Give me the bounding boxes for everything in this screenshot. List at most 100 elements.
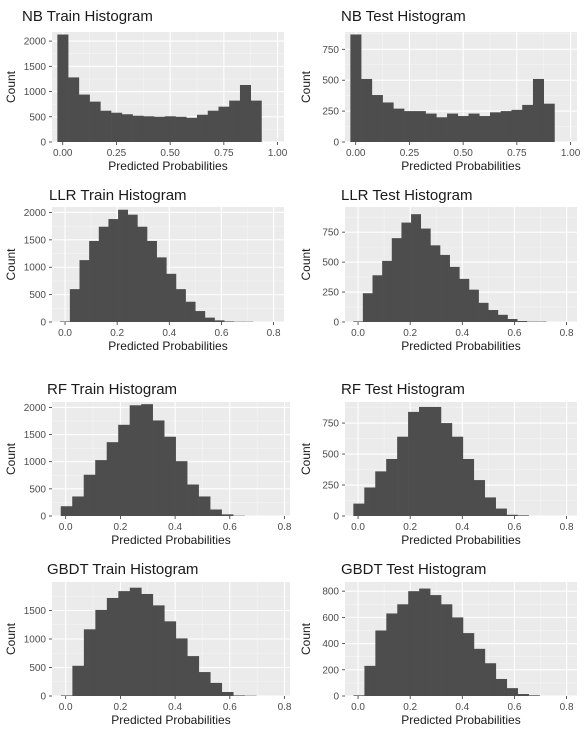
histogram-bar — [132, 115, 144, 142]
histogram-bar — [429, 406, 442, 516]
histogram-bar — [233, 695, 246, 696]
histogram-bar — [147, 240, 157, 322]
x-axis-label: Predicted Probabilities — [111, 533, 230, 547]
y-tick-label: 400 — [322, 639, 339, 650]
y-axis-label: Count — [4, 442, 18, 475]
histogram-bar — [72, 665, 85, 696]
histogram-bar — [430, 245, 441, 322]
x-tick-label: 0.2 — [113, 522, 127, 533]
histogram-bar — [447, 113, 459, 142]
histogram-bar — [414, 111, 426, 142]
x-tick-label: 0.0 — [58, 328, 72, 339]
histogram-bar — [397, 436, 409, 516]
y-tick-label: 200 — [322, 665, 339, 676]
x-tick-label: 0.8 — [560, 522, 574, 533]
histogram-bar — [195, 311, 206, 322]
y-tick-label: 0 — [40, 512, 46, 523]
x-tick-label: 0.8 — [560, 328, 574, 339]
histogram-bar — [72, 496, 85, 516]
x-tick-label: 0.50 — [160, 148, 180, 159]
histogram-bar — [419, 406, 431, 516]
histogram-panel: NB Test Histogram 0.00 0.25 0.50 0.75 1.00 0 25… — [299, 8, 581, 173]
histogram-bar — [229, 100, 241, 142]
x-tick-label: 0.4 — [168, 702, 182, 713]
histogram-bar — [449, 266, 460, 322]
y-tick-label: 0 — [40, 318, 46, 329]
y-tick-label: 500 — [29, 290, 46, 301]
x-tick-label: 0.6 — [223, 522, 237, 533]
x-tick-label: 0.6 — [214, 328, 228, 339]
histogram-bar — [350, 34, 362, 142]
histogram-bar — [68, 77, 80, 142]
histogram-bar — [404, 111, 416, 142]
x-tick-label: 0.8 — [267, 328, 281, 339]
x-tick-label: 0.25 — [107, 148, 127, 159]
x-tick-label: 0.6 — [507, 522, 521, 533]
histogram-bar — [207, 110, 219, 142]
histogram-bar — [420, 228, 431, 322]
histogram-bar — [187, 484, 199, 516]
histogram-bar — [95, 609, 108, 696]
histogram-bar — [484, 497, 496, 516]
histogram-bar — [468, 113, 480, 142]
y-tick-label: 0 — [333, 692, 339, 703]
histogram-bar — [408, 591, 420, 696]
histogram-bar — [457, 116, 469, 142]
histogram-bar — [517, 515, 529, 516]
chart-title: RF Test Histogram — [341, 381, 465, 398]
histogram-bar — [353, 695, 365, 696]
y-tick-label: 1500 — [24, 62, 47, 73]
x-tick-label: 0.2 — [403, 522, 417, 533]
histogram-bar — [507, 319, 518, 322]
histogram-bar — [152, 420, 165, 516]
y-tick-label: 600 — [322, 613, 339, 624]
histogram-bar — [517, 321, 528, 322]
x-tick-label: 0.6 — [507, 702, 521, 713]
y-tick-label: 0 — [40, 138, 46, 149]
histogram-bar — [100, 110, 112, 142]
histogram-bar — [497, 314, 508, 322]
x-tick-label: 0.00 — [346, 148, 366, 159]
x-tick-label: 0.0 — [351, 328, 365, 339]
histogram-bar — [495, 678, 508, 696]
histogram-bar — [361, 78, 373, 142]
chart-title: LLR Train Histogram — [49, 187, 187, 204]
histogram-bar — [532, 78, 544, 142]
histogram-bar — [425, 113, 437, 142]
x-tick-label: 0.0 — [59, 522, 73, 533]
y-tick-label: 1000 — [24, 635, 47, 646]
histogram-panel: RF Test Histogram 0.0 0.2 0.4 0.6 0.8 0 250 500 7… — [299, 381, 577, 547]
y-tick-label: 2000 — [24, 37, 47, 48]
y-axis-label: Count — [299, 442, 313, 475]
x-tick-label: 0.8 — [278, 522, 292, 533]
histogram-bar — [364, 665, 376, 696]
x-tick-label: 0.2 — [403, 702, 417, 713]
histogram-bar — [143, 116, 155, 142]
histogram-bar — [83, 474, 96, 516]
histogram-bar — [452, 617, 464, 696]
histogram-panel: LLR Test Histogram 0.0 0.2 0.4 0.6 0.8 0 250 500… — [299, 187, 577, 353]
y-tick-label: 1500 — [24, 430, 47, 441]
x-axis-label: Predicted Probabilities — [108, 159, 227, 173]
histogram-bar — [528, 695, 540, 696]
y-tick-label: 0 — [333, 318, 339, 329]
histogram-bar — [187, 656, 200, 696]
histogram-bar — [197, 114, 209, 142]
histogram-bar — [152, 605, 165, 696]
histogram-bar — [98, 226, 109, 322]
histogram-bar — [522, 104, 534, 142]
histogram-bar — [60, 695, 73, 696]
histogram-bar — [506, 514, 518, 516]
y-tick-label: 1500 — [24, 235, 47, 246]
histogram-bar — [129, 405, 142, 516]
histogram-panel: GBDT Train Histogram 0.0 0.2 0.4 0.6 0.8 0 500 1… — [4, 561, 292, 727]
histogram-bar — [419, 588, 431, 696]
histogram-bar — [440, 254, 450, 322]
x-tick-label: 1.00 — [561, 148, 581, 159]
y-tick-label: 1500 — [24, 606, 47, 617]
y-tick-label: 500 — [322, 450, 339, 461]
y-tick-label: 500 — [29, 112, 46, 123]
histogram-bar — [517, 694, 529, 696]
histogram-bar — [210, 509, 222, 516]
x-tick-label: 0.2 — [110, 328, 124, 339]
